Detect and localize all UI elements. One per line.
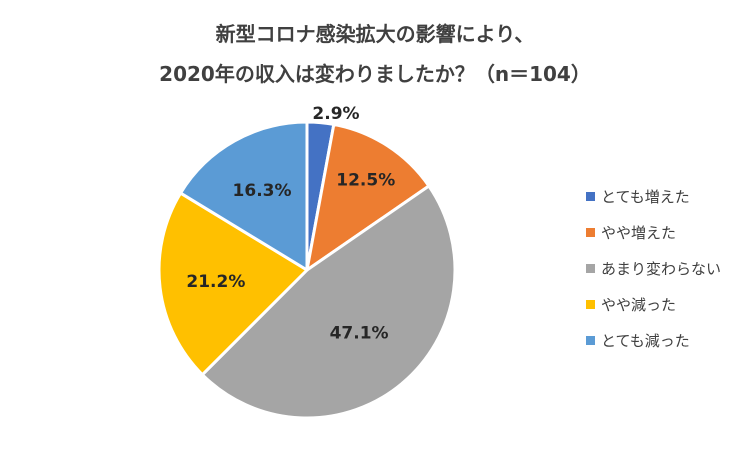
legend-swatch-3 [586, 299, 595, 309]
pie-slice-1 [305, 122, 431, 272]
chart-title-line2: 2020年の収入は変わりましたか？（n＝104） [159, 62, 591, 86]
legend-swatch-0 [586, 191, 595, 201]
legend-item-4: とても減った [586, 322, 721, 358]
legend-item-0: とても増えた [586, 178, 721, 214]
legend-label-3: やや減った [601, 295, 677, 314]
legend-swatch-2 [586, 263, 595, 273]
legend-label-0: とても増えた [601, 187, 690, 206]
legend-label-2: あまり変わらない [601, 259, 722, 278]
data-label-0: 2.9% [312, 104, 359, 124]
legend-swatch-1 [586, 227, 595, 237]
legend-label-4: とても減った [601, 331, 690, 350]
chart-legend: とても増えた やや増えた あまり変わらない やや減った とても減った [586, 178, 721, 358]
data-label-2: 47.1% [330, 324, 389, 344]
chart-title-line1: 新型コロナ感染拡大の影響により、 [215, 22, 535, 46]
legend-item-2: あまり変わらない [586, 250, 721, 286]
pie-slice-4 [179, 120, 309, 272]
legend-item-3: やや減った [586, 286, 721, 322]
legend-item-1: やや増えた [586, 214, 721, 250]
legend-label-1: やや増えた [601, 223, 677, 242]
pie-slice-3 [157, 191, 309, 377]
pie-slice-2 [200, 184, 457, 420]
data-label-3: 21.2% [186, 272, 245, 292]
data-label-1: 12.5% [336, 170, 395, 190]
data-label-4: 16.3% [233, 181, 292, 201]
legend-swatch-4 [586, 335, 595, 345]
